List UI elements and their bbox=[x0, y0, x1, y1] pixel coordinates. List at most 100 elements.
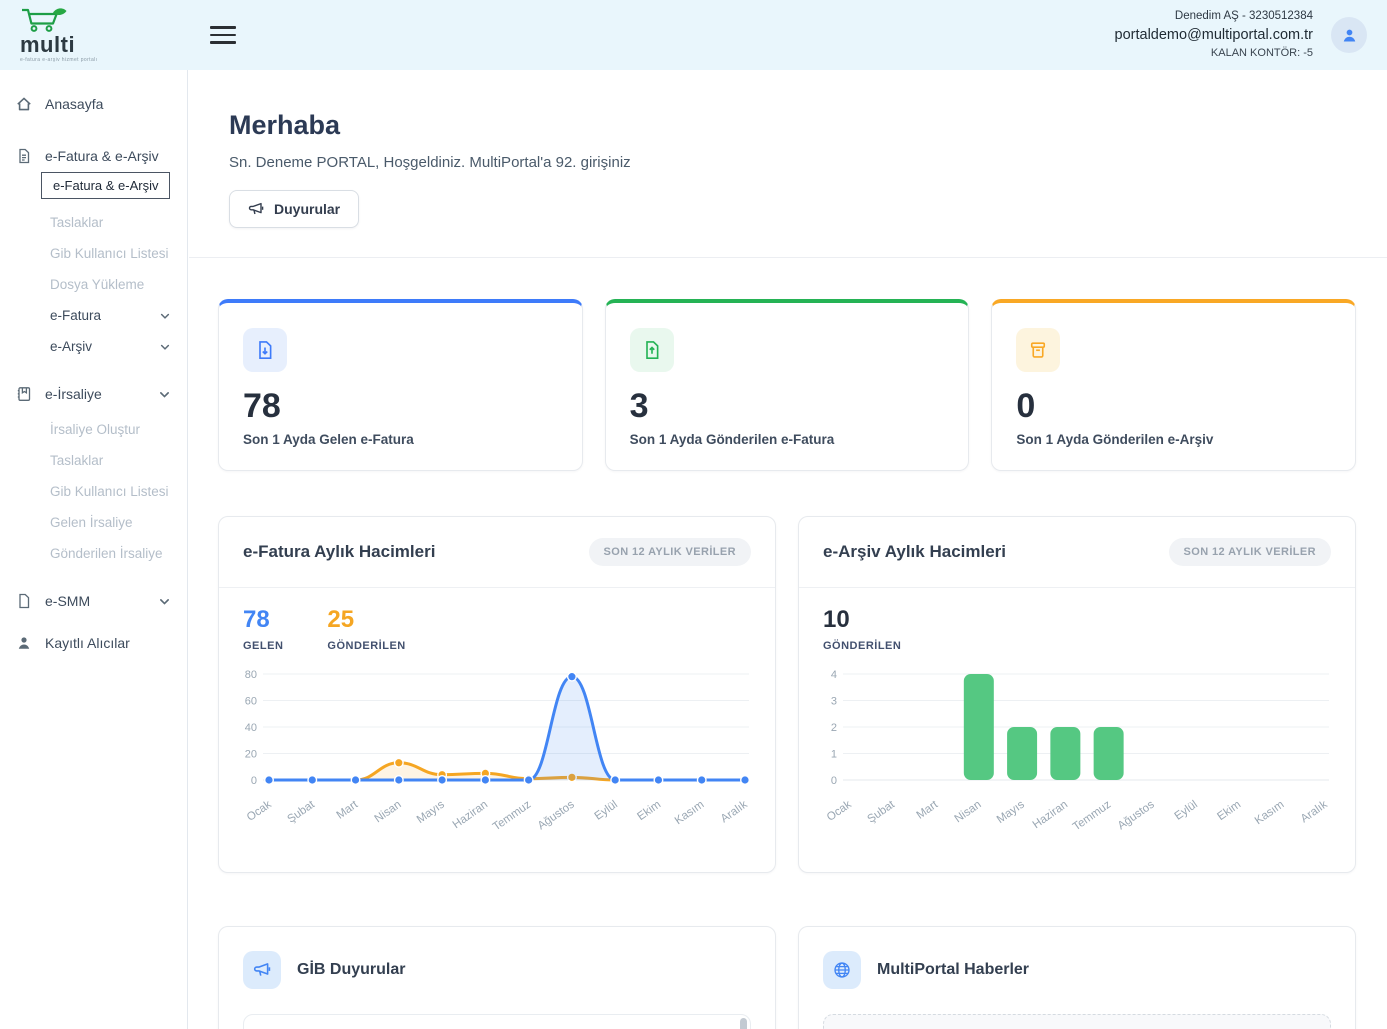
line-GELEN bbox=[267, 675, 747, 782]
stat-label: Son 1 Ayda Gönderilen e-Fatura bbox=[629, 432, 835, 447]
svg-text:0: 0 bbox=[251, 775, 257, 787]
sidebar-item-efatura-earsiv[interactable]: e-Fatura & e-Arşiv bbox=[0, 136, 187, 176]
megaphone-icon bbox=[248, 201, 264, 217]
panel-title: MultiPortal Haberler bbox=[877, 961, 1030, 978]
duyurular-button[interactable]: Duyurular bbox=[229, 190, 360, 228]
earsiv-bar-chart: 0 1 2 3 4 Ocak Şubat Mart Nisan Mayıs Haziran Temmu… bbox=[799, 654, 1355, 832]
svg-text:Temmuz: Temmuz bbox=[1071, 798, 1114, 832]
efatura-line-chart: 0 20 40 60 80 Ocak Şubat Mart Nisan Mayıs Haziran T… bbox=[219, 654, 775, 832]
svg-text:Ekim: Ekim bbox=[1215, 799, 1243, 823]
top-bar: multi e-fatura e-arşiv hizmet portalı De… bbox=[0, 0, 1387, 70]
earsiv-chart-card: e-Arşiv Aylık Hacimleri SON 12 AYLIK VER… bbox=[798, 516, 1356, 873]
sidebar: Anasayfa e-Fatura & e-Arşiv Fatura Oluşt… bbox=[0, 70, 188, 1029]
panel-title: GİB Duyurular bbox=[297, 961, 406, 978]
svg-text:Ocak: Ocak bbox=[825, 798, 854, 823]
svg-text:Ağustos: Ağustos bbox=[536, 798, 577, 832]
bar-Haziran bbox=[1050, 727, 1081, 780]
chevron-down-icon bbox=[158, 595, 171, 608]
chart-title: e-Fatura Aylık Hacimleri bbox=[243, 542, 436, 561]
sidebar-item-taslaklar[interactable]: Taslaklar bbox=[50, 215, 104, 230]
point-Mayıs bbox=[437, 774, 448, 785]
multiportal-haberler-list[interactable] bbox=[823, 1014, 1331, 1029]
sidebar-item-taslaklar-2[interactable]: Taslaklar bbox=[50, 453, 104, 468]
point-Ekim bbox=[653, 774, 664, 785]
person-icon bbox=[16, 635, 32, 651]
svg-text:Aralık: Aralık bbox=[1299, 798, 1330, 825]
sidebar-item-anasayfa[interactable]: Anasayfa bbox=[0, 84, 187, 124]
stat-label: Son 1 Ayda Gönderilen e-Arşiv bbox=[1016, 432, 1214, 447]
sidebar-item-esmm[interactable]: e-SMM bbox=[0, 581, 187, 621]
svg-text:2: 2 bbox=[831, 722, 837, 734]
hamburger-menu-icon[interactable] bbox=[210, 25, 236, 45]
gib-duyurular-list[interactable] bbox=[243, 1014, 751, 1029]
multiportal-haberler-panel: MultiPortal Haberler bbox=[798, 926, 1356, 1029]
user-avatar[interactable] bbox=[1331, 17, 1367, 53]
point-Mart bbox=[350, 774, 361, 785]
sidebar-item-gib-kullanici-listesi-2[interactable]: Gib Kullanıcı Listesi bbox=[50, 484, 169, 499]
sidebar-item-kayitli-alicilar[interactable]: Kayıtlı Alıcılar bbox=[0, 623, 187, 663]
svg-text:40: 40 bbox=[245, 722, 257, 734]
sidebar-item-gonderilen-irsaliye[interactable]: Gönderilen İrsaliye bbox=[50, 546, 163, 561]
cart-leaf-logo-icon bbox=[20, 7, 188, 38]
point-Nisan bbox=[393, 774, 404, 785]
legend-gonderilen: 10 GÖNDERİLEN bbox=[823, 606, 902, 653]
sidebar-item-label: e-İrsaliye bbox=[45, 386, 102, 402]
bar-Temmuz bbox=[1093, 727, 1124, 780]
sidebar-item-label: Kayıtlı Alıcılar bbox=[45, 635, 130, 651]
point-Ocak bbox=[264, 774, 275, 785]
svg-text:60: 60 bbox=[245, 696, 257, 708]
svg-text:Nisan: Nisan bbox=[373, 799, 404, 826]
svg-text:Kasım: Kasım bbox=[673, 799, 707, 828]
sidebar-item-eirsaliye[interactable]: e-İrsaliye bbox=[0, 374, 187, 414]
svg-text:Temmuz: Temmuz bbox=[491, 798, 534, 832]
point-Temmuz bbox=[523, 774, 534, 785]
brand-logo[interactable]: multi e-fatura e-arşiv hizmet portalı bbox=[0, 0, 188, 70]
point-Ağustos bbox=[566, 772, 577, 783]
svg-text:1: 1 bbox=[831, 749, 837, 761]
point-Aralık bbox=[740, 774, 751, 785]
chart-period-badge: SON 12 AYLIK VERİLER bbox=[588, 538, 751, 566]
stat-value: 0 bbox=[1016, 387, 1036, 425]
svg-text:Haziran: Haziran bbox=[451, 799, 490, 832]
stat-value: 3 bbox=[629, 387, 649, 425]
archive-icon bbox=[1016, 328, 1061, 372]
chart-title: e-Arşiv Aylık Hacimleri bbox=[823, 542, 1006, 561]
sidebar-item-efatura[interactable]: e-Fatura bbox=[0, 300, 187, 331]
sidebar-item-irsaliye-olustur[interactable]: İrsaliye Oluştur bbox=[50, 422, 141, 437]
point-Kasım bbox=[696, 774, 707, 785]
svg-text:Nisan: Nisan bbox=[953, 799, 984, 826]
svg-text:0: 0 bbox=[831, 775, 837, 787]
stat-card-gelen-efatura[interactable]: 78 Son 1 Ayda Gelen e-Fatura bbox=[218, 299, 583, 471]
svg-text:Eylül: Eylül bbox=[593, 799, 620, 823]
svg-text:20: 20 bbox=[245, 749, 257, 761]
svg-text:Şubat: Şubat bbox=[865, 798, 897, 826]
brand-name: multi bbox=[20, 32, 76, 57]
point-Haziran bbox=[480, 774, 491, 785]
legend-gonderilen: 25 GÖNDERİLEN bbox=[327, 606, 406, 653]
chart-legend: 78 GELEN 25 GÖNDERİLEN bbox=[219, 588, 775, 654]
file-arrow-up-icon bbox=[629, 328, 674, 372]
sidebar-item-gib-kullanici-listesi[interactable]: Gib Kullanıcı Listesi bbox=[50, 246, 169, 261]
sidebar-item-earsiv[interactable]: e-Arşiv bbox=[0, 331, 187, 362]
journal-icon bbox=[16, 386, 32, 402]
account-email: portaldemo@multiportal.com.tr bbox=[1114, 26, 1313, 43]
line-chart-svg: 0 20 40 60 80 Ocak Şubat Mart Nisan Mayıs Haziran T… bbox=[245, 669, 751, 832]
stat-card-gonderilen-efatura[interactable]: 3 Son 1 Ayda Gönderilen e-Fatura bbox=[604, 299, 970, 471]
person-icon bbox=[1343, 29, 1355, 41]
bar-Mayıs bbox=[1007, 727, 1038, 780]
svg-text:3: 3 bbox=[831, 696, 837, 708]
svg-text:Ocak: Ocak bbox=[245, 798, 274, 823]
sidebar-item-label: e-SMM bbox=[45, 593, 91, 609]
account-credit: KALAN KONTÖR: -5 bbox=[1210, 46, 1313, 59]
account-company: Denedim AŞ - 3230512384 bbox=[1174, 10, 1313, 23]
svg-text:Mart: Mart bbox=[335, 798, 361, 821]
megaphone-icon bbox=[243, 951, 281, 989]
stat-label: Son 1 Ayda Gelen e-Fatura bbox=[243, 432, 414, 447]
sidebar-item-gelen-irsaliye[interactable]: Gelen İrsaliye bbox=[50, 515, 133, 530]
welcome-message: Sn. Deneme PORTAL, Hoşgeldiniz. MultiPor… bbox=[229, 154, 631, 171]
scrollbar-thumb[interactable] bbox=[740, 1018, 747, 1029]
sidebar-item-dosya-yukleme[interactable]: Dosya Yükleme bbox=[50, 277, 145, 292]
stat-value: 78 bbox=[243, 387, 281, 425]
stat-card-gonderilen-earsiv[interactable]: 0 Son 1 Ayda Gönderilen e-Arşiv bbox=[991, 299, 1357, 471]
